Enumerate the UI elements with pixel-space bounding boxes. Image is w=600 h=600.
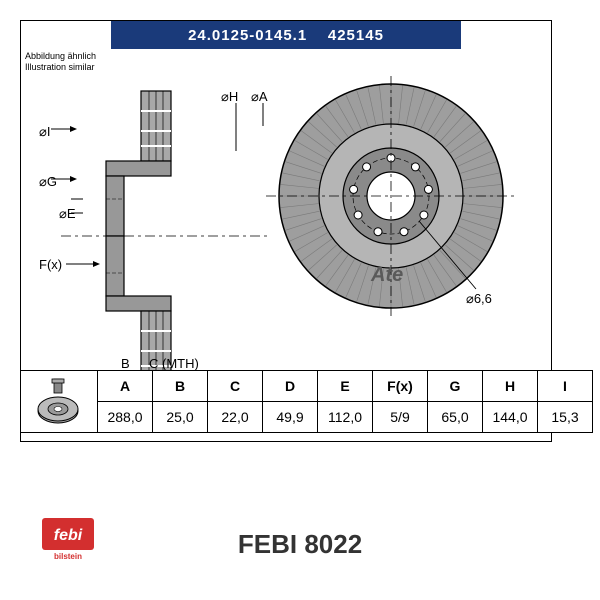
col-C: C — [208, 371, 263, 402]
disc-icon-cell — [21, 371, 98, 433]
disc-bolt-icon — [34, 377, 84, 427]
label-C: C (MTH) — [149, 356, 199, 371]
col-F: F(x) — [373, 371, 428, 402]
val-I: 15,3 — [538, 402, 593, 433]
col-I: I — [538, 371, 593, 402]
label-hole-diam: ⌀6,6 — [466, 291, 492, 306]
val-D: 49,9 — [263, 402, 318, 433]
table-header-row: A B C D E F(x) G H I — [21, 371, 593, 402]
table-value-row: 288,0 25,0 22,0 49,9 112,0 5/9 65,0 144,… — [21, 402, 593, 433]
brake-disc-diagram: ⌀I ⌀G ⌀E F(x) — [21, 21, 551, 381]
label-diam-I: ⌀I — [39, 124, 50, 139]
col-A: A — [98, 371, 153, 402]
val-A: 288,0 — [98, 402, 153, 433]
val-H: 144,0 — [483, 402, 538, 433]
dimension-labels-left: ⌀I ⌀G ⌀E F(x) — [39, 124, 99, 272]
label-diam-G: ⌀G — [39, 174, 57, 189]
dimensions-table: A B C D E F(x) G H I 288,0 25,0 22,0 49,… — [20, 370, 593, 433]
col-G: G — [428, 371, 483, 402]
label-B: B — [121, 356, 130, 371]
ate-logo: Ate — [370, 264, 403, 286]
col-H: H — [483, 371, 538, 402]
val-C: 22,0 — [208, 402, 263, 433]
val-E: 112,0 — [318, 402, 373, 433]
label-F: F(x) — [39, 257, 62, 272]
val-F: 5/9 — [373, 402, 428, 433]
footer-part-label: FEBI 8022 — [0, 529, 600, 560]
col-B: B — [153, 371, 208, 402]
col-D: D — [263, 371, 318, 402]
front-view-disc: ⌀H ⌀A ⌀6,6 Ate — [221, 76, 516, 316]
label-diam-A: ⌀A — [251, 89, 268, 104]
col-E: E — [318, 371, 373, 402]
val-G: 65,0 — [428, 402, 483, 433]
footer-brand: FEBI — [238, 529, 297, 559]
val-B: 25,0 — [153, 402, 208, 433]
footer-part: 8022 — [304, 529, 362, 559]
side-view-cross-section — [61, 91, 271, 381]
label-diam-H: ⌀H — [221, 89, 238, 104]
